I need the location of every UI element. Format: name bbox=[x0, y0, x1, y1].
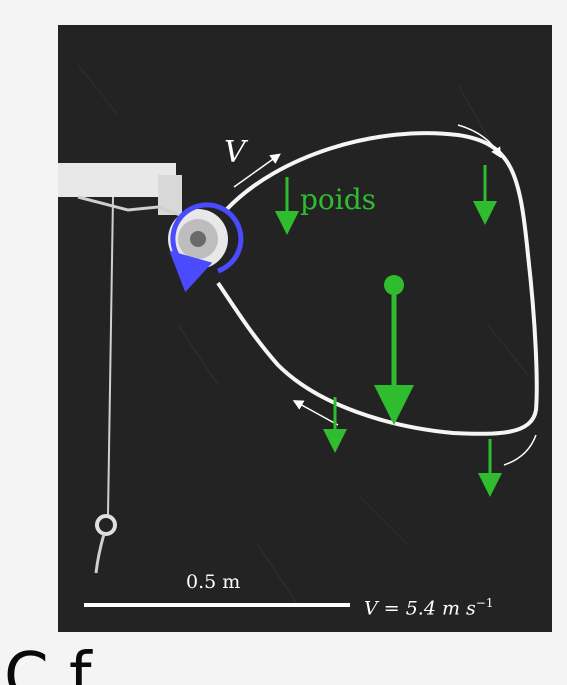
center-of-mass-icon bbox=[384, 275, 404, 295]
support-bar bbox=[58, 163, 182, 217]
weight-label: poids bbox=[300, 183, 377, 216]
rotation-arrow-icon bbox=[169, 202, 244, 293]
scale-length-label: 0.5 m bbox=[186, 571, 241, 593]
velocity-arrow-icon bbox=[503, 434, 537, 466]
velocity-value-label: V = 5.4 m s−1 bbox=[364, 596, 494, 619]
partial-caption: C f bbox=[4, 645, 92, 685]
rope-loop bbox=[216, 131, 539, 436]
velocity-symbol-label: V bbox=[224, 135, 246, 170]
photo-drawing bbox=[58, 64, 539, 607]
hanging-string bbox=[94, 196, 117, 574]
velocity-arrow-icon bbox=[292, 400, 339, 426]
velocity-value-text: V = 5.4 m s bbox=[364, 597, 476, 620]
experiment-photo: V poids 0.5 m V = 5.4 m s−1 bbox=[58, 25, 552, 632]
velocity-arrow-icon bbox=[457, 124, 502, 159]
fabric-texture bbox=[77, 64, 529, 606]
velocity-arrow-icon bbox=[233, 153, 281, 188]
velocity-exponent: −1 bbox=[475, 596, 494, 610]
